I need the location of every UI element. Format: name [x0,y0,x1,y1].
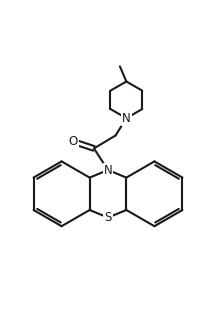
Text: N: N [104,163,112,177]
Text: N: N [122,112,131,125]
Text: O: O [69,135,78,149]
Text: S: S [104,211,112,224]
